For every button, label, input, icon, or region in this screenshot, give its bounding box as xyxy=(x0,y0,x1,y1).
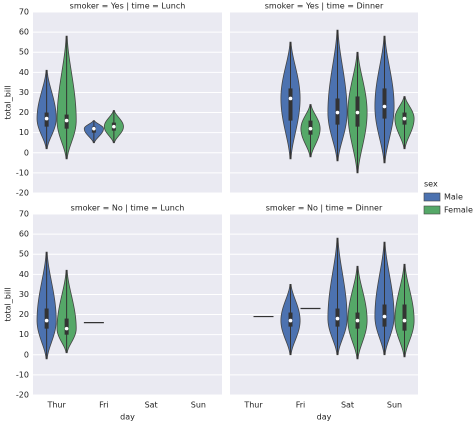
x-tick-label: Sat xyxy=(341,401,354,410)
y-tick-label: 50 xyxy=(19,250,29,259)
y-tick-label: -10 xyxy=(16,168,29,177)
x-tick-label: Sun xyxy=(191,401,206,410)
x-axis-label: day xyxy=(317,413,332,422)
y-axis-label: total_bill xyxy=(4,85,13,119)
median xyxy=(382,314,387,319)
median xyxy=(64,326,69,331)
y-tick-label: 20 xyxy=(19,108,29,117)
legend-swatch xyxy=(423,192,441,202)
facet-title: smoker = Yes | time = Dinner xyxy=(265,2,384,11)
median xyxy=(402,116,407,121)
median xyxy=(382,104,387,109)
median xyxy=(355,318,360,323)
x-tick-label: Fri xyxy=(99,401,109,410)
legend-title: sex xyxy=(424,180,438,189)
y-tick-label: 0 xyxy=(24,350,29,359)
median xyxy=(44,318,49,323)
y-tick-label: 10 xyxy=(19,330,29,339)
median xyxy=(64,118,69,123)
legend-swatch xyxy=(423,205,441,215)
median xyxy=(308,126,313,131)
box xyxy=(44,308,49,329)
x-tick-label: Fri xyxy=(296,401,306,410)
y-axis-label: total_bill xyxy=(4,287,13,321)
y-tick-label: 60 xyxy=(19,28,29,37)
median xyxy=(335,316,340,321)
median xyxy=(355,110,360,115)
x-tick-label: Sun xyxy=(387,401,402,410)
median xyxy=(44,116,49,121)
y-tick-label: -20 xyxy=(16,391,29,400)
facet-title: smoker = Yes | time = Lunch xyxy=(70,2,186,11)
median xyxy=(288,96,293,101)
median xyxy=(92,126,96,131)
facet-title: smoker = No | time = Lunch xyxy=(71,204,185,213)
median xyxy=(288,318,293,323)
box xyxy=(288,88,293,121)
median xyxy=(335,110,340,115)
legend-label: Male xyxy=(444,193,463,202)
y-tick-label: 50 xyxy=(19,48,29,57)
median xyxy=(402,318,407,323)
y-tick-label: 70 xyxy=(19,8,29,17)
y-tick-label: 10 xyxy=(19,128,29,137)
box xyxy=(402,304,407,331)
y-tick-label: 20 xyxy=(19,310,29,319)
x-tick-label: Sat xyxy=(145,401,158,410)
y-tick-label: 60 xyxy=(19,230,29,239)
y-tick-label: 0 xyxy=(24,148,29,157)
facet-title: smoker = No | time = Dinner xyxy=(266,204,383,213)
y-tick-label: 30 xyxy=(19,290,29,299)
median xyxy=(112,124,116,129)
x-tick-label: Thur xyxy=(46,401,66,410)
y-tick-label: 40 xyxy=(19,270,29,279)
x-tick-label: Thur xyxy=(243,401,263,410)
y-tick-label: -10 xyxy=(16,370,29,379)
y-tick-label: -20 xyxy=(16,189,29,198)
y-tick-label: 30 xyxy=(19,88,29,97)
box xyxy=(64,318,69,335)
legend-label: Female xyxy=(444,206,473,215)
y-tick-label: 70 xyxy=(19,210,29,219)
x-axis-label: day xyxy=(120,413,135,422)
y-tick-label: 40 xyxy=(19,68,29,77)
box xyxy=(382,88,387,119)
